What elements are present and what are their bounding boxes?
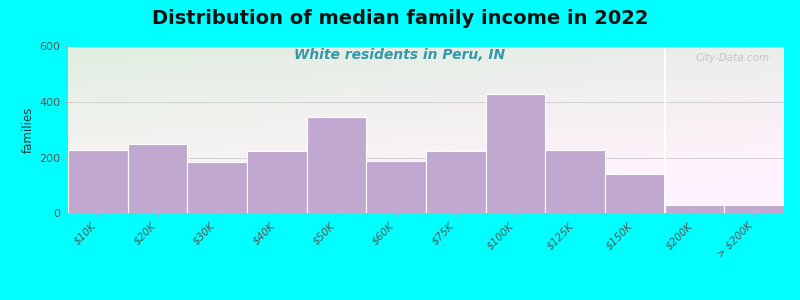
- Text: Distribution of median family income in 2022: Distribution of median family income in …: [152, 9, 648, 28]
- Bar: [68, 150, 128, 213]
- Bar: [665, 205, 724, 213]
- Text: City-Data.com: City-Data.com: [695, 53, 770, 63]
- Bar: [366, 161, 426, 213]
- Bar: [426, 152, 486, 213]
- Bar: [247, 151, 306, 213]
- Text: White residents in Peru, IN: White residents in Peru, IN: [294, 48, 506, 62]
- Bar: [546, 150, 605, 213]
- Bar: [187, 162, 247, 213]
- Y-axis label: families: families: [22, 106, 35, 153]
- Bar: [486, 94, 546, 213]
- Bar: [724, 205, 784, 213]
- Bar: [128, 144, 187, 213]
- Bar: [306, 117, 366, 213]
- Bar: [605, 174, 665, 213]
